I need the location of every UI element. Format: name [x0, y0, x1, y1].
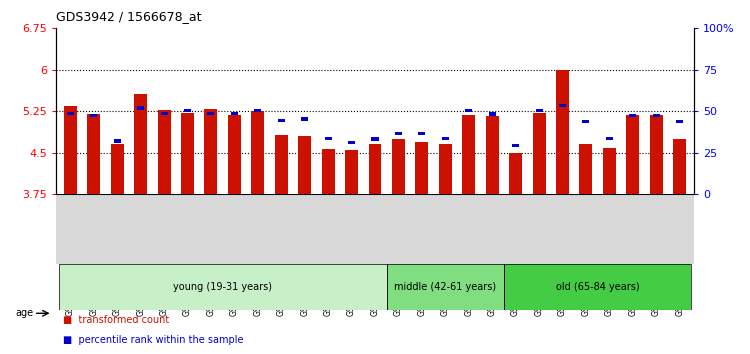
Bar	[184, 109, 191, 113]
Bar	[90, 114, 98, 117]
Bar	[160, 112, 167, 115]
Bar	[371, 137, 379, 141]
Bar	[114, 139, 121, 143]
Bar	[322, 149, 334, 194]
Bar	[387, 264, 504, 310]
Bar	[674, 139, 686, 194]
Bar	[486, 116, 499, 194]
Bar	[532, 113, 545, 194]
Bar	[606, 137, 613, 140]
Bar	[325, 137, 332, 140]
Bar	[416, 142, 428, 194]
Bar	[419, 132, 425, 135]
Bar	[395, 132, 402, 135]
Bar	[559, 104, 566, 107]
Bar	[512, 144, 519, 147]
Text: old (65-84 years): old (65-84 years)	[556, 282, 640, 292]
Text: young (19-31 years): young (19-31 years)	[173, 282, 272, 292]
Bar	[489, 113, 496, 116]
Bar	[392, 139, 405, 194]
Bar	[387, 264, 504, 310]
Bar	[137, 106, 144, 110]
Bar	[134, 93, 147, 194]
Bar	[439, 144, 452, 194]
Bar	[504, 264, 692, 310]
Bar	[181, 113, 194, 194]
Bar	[603, 148, 616, 194]
Bar	[580, 144, 592, 194]
Bar	[208, 112, 214, 115]
Bar	[58, 264, 387, 310]
Bar	[254, 109, 261, 113]
Bar	[274, 135, 288, 194]
Text: GDS3942 / 1566678_at: GDS3942 / 1566678_at	[56, 10, 202, 23]
Text: ■  percentile rank within the sample: ■ percentile rank within the sample	[62, 335, 243, 344]
Bar	[231, 112, 238, 115]
Bar	[626, 115, 639, 194]
Bar	[536, 109, 542, 113]
Bar	[348, 141, 355, 144]
Bar	[442, 137, 448, 140]
Bar	[462, 115, 476, 194]
Text: age: age	[15, 308, 33, 318]
Bar	[652, 114, 660, 117]
Bar	[87, 114, 100, 194]
Text: middle (42-61 years): middle (42-61 years)	[394, 282, 496, 292]
Bar	[345, 150, 358, 194]
Bar	[298, 136, 311, 194]
Bar	[64, 106, 76, 194]
Bar	[67, 112, 74, 115]
Bar	[368, 144, 382, 194]
Bar	[58, 264, 387, 310]
Bar	[509, 153, 522, 194]
Bar	[504, 264, 692, 310]
Bar	[676, 120, 683, 124]
Bar	[228, 115, 241, 194]
Bar	[556, 70, 569, 194]
Bar	[205, 109, 218, 194]
Bar	[629, 114, 636, 117]
Bar	[111, 144, 124, 194]
Bar	[465, 109, 472, 113]
Bar	[278, 119, 285, 122]
Bar	[583, 120, 590, 124]
Bar	[251, 111, 264, 194]
Bar	[158, 110, 170, 194]
Text: ■  transformed count: ■ transformed count	[62, 315, 169, 325]
Bar	[650, 115, 663, 194]
Bar	[302, 118, 308, 121]
